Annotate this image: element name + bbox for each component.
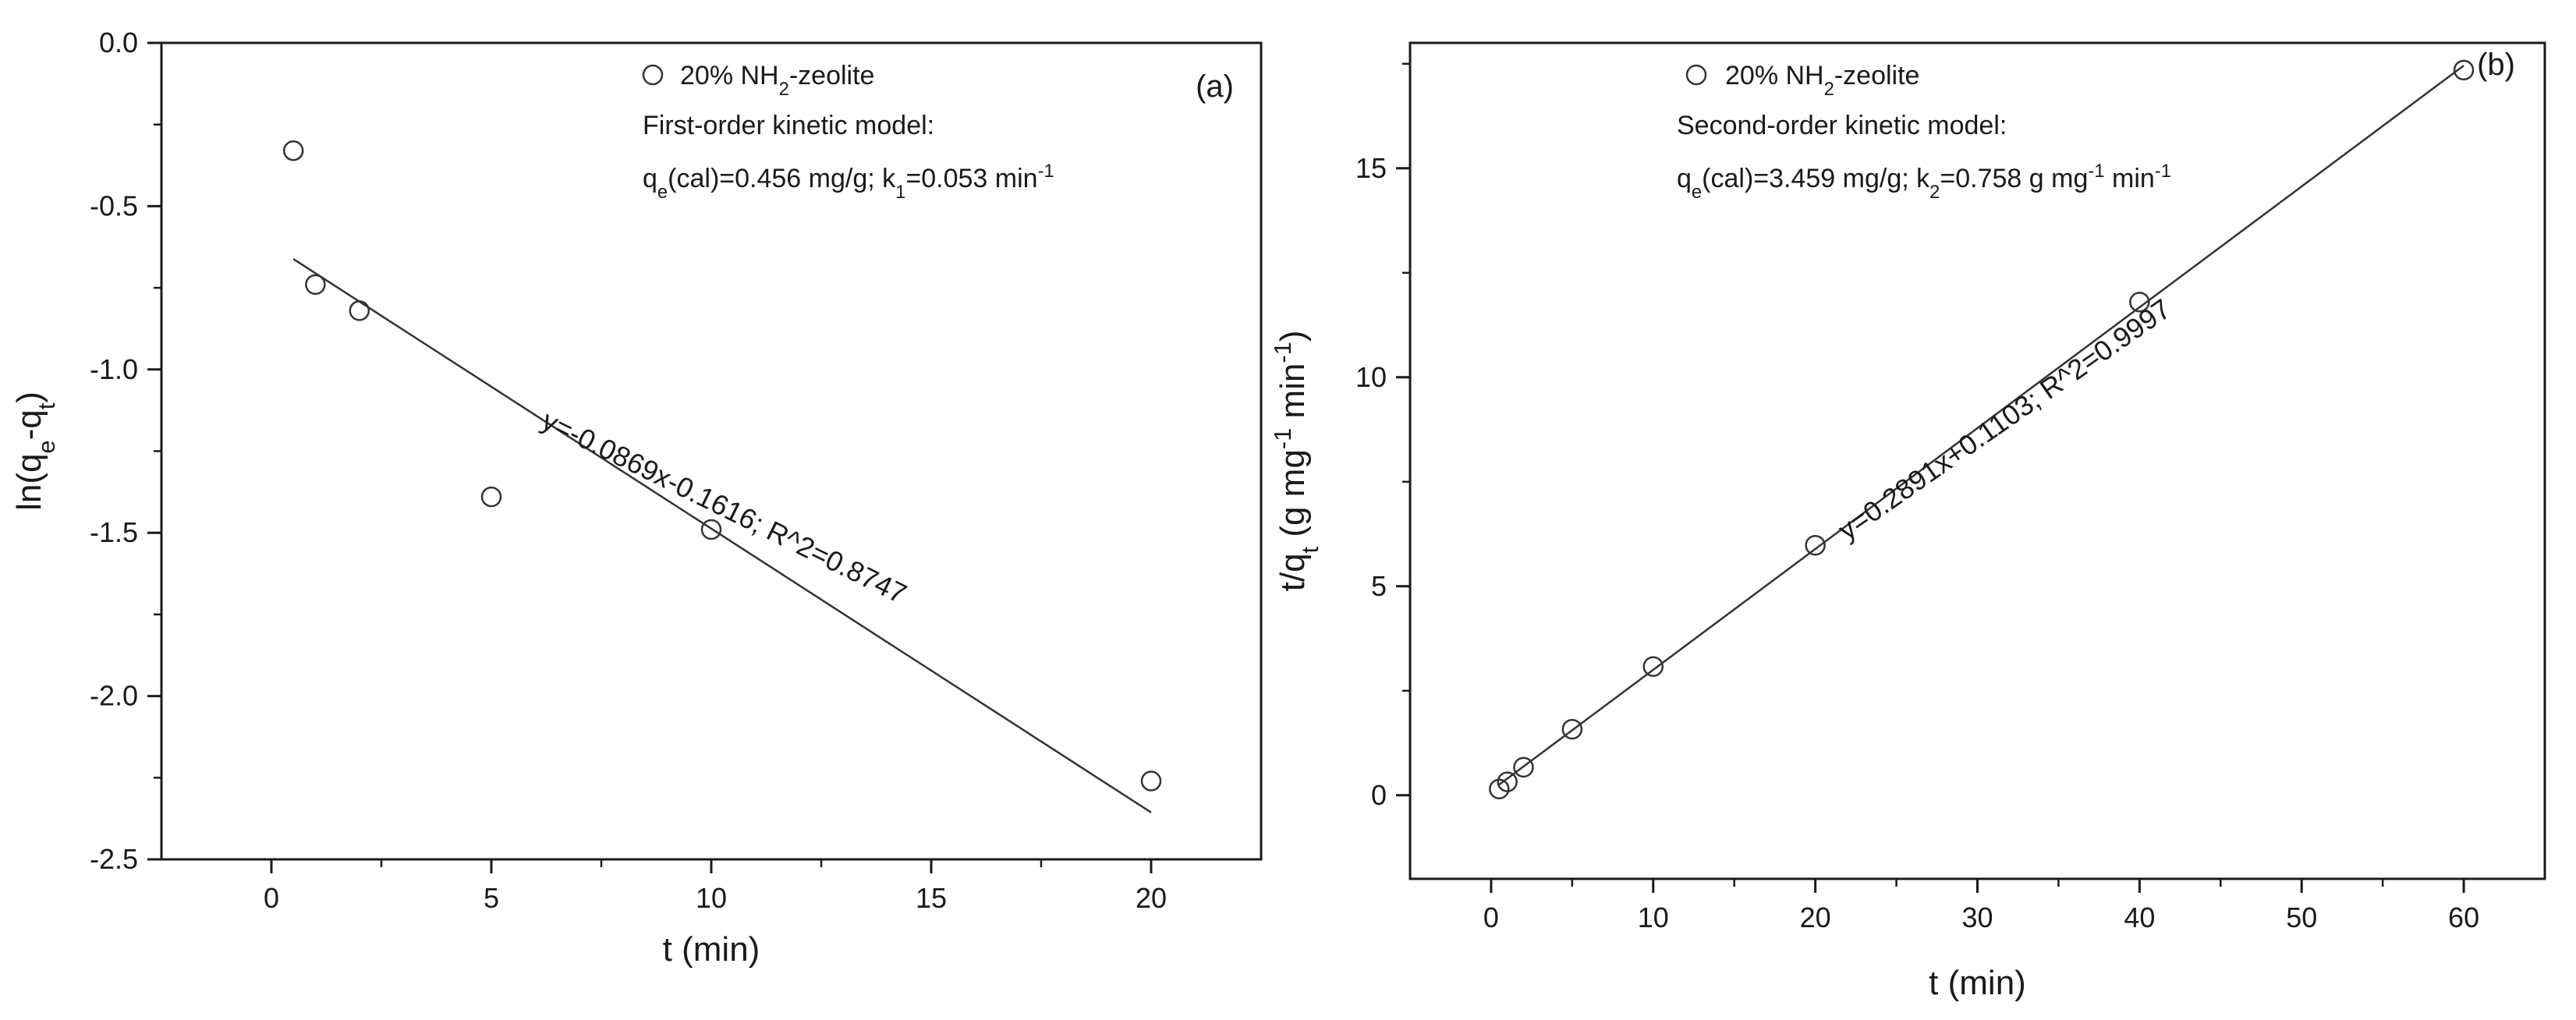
data-point bbox=[1513, 756, 1534, 778]
fit-line bbox=[292, 258, 1152, 813]
data-point bbox=[1805, 535, 1826, 556]
y-axis-label: t/qt (g mg-1 min-1) bbox=[1269, 331, 1323, 592]
y-tick-label: 0.0 bbox=[99, 27, 138, 58]
y-tick-label: -1.5 bbox=[90, 516, 138, 548]
fit-line bbox=[1498, 65, 2464, 786]
x-tick-label: 50 bbox=[2286, 901, 2317, 933]
y-tick-label: 5 bbox=[1371, 570, 1387, 602]
data-point bbox=[1140, 770, 1162, 792]
y-tick-label: 10 bbox=[1355, 361, 1387, 393]
params-annotation: qe(cal)=3.459 mg/g; k2=0.758 g mg-1 min-… bbox=[1677, 161, 2171, 203]
x-tick-label: 20 bbox=[1800, 901, 1831, 933]
legend-label: 20% NH2-zeolite bbox=[680, 61, 874, 100]
y-tick-label: -2.0 bbox=[90, 680, 138, 712]
params-annotation: qe(cal)=0.456 mg/g; k1=0.053 min-1 bbox=[643, 161, 1054, 203]
panel-label: (a) bbox=[1196, 69, 1234, 104]
x-tick-label: 20 bbox=[1136, 882, 1167, 914]
data-point bbox=[480, 486, 502, 508]
legend-marker bbox=[642, 64, 664, 86]
x-tick-label: 5 bbox=[484, 882, 499, 914]
model-annotation: Second-order kinetic model: bbox=[1677, 111, 2007, 140]
legend-label: 20% NH2-zeolite bbox=[1725, 61, 1919, 100]
data-point bbox=[2453, 59, 2475, 81]
data-point bbox=[1561, 718, 1583, 740]
x-tick-label: 60 bbox=[2448, 901, 2479, 933]
x-tick-label: 30 bbox=[1961, 901, 1993, 933]
data-point bbox=[1642, 656, 1664, 677]
legend-marker bbox=[1685, 64, 1707, 86]
panel-label: (b) bbox=[2477, 48, 2515, 82]
y-tick-label: -2.5 bbox=[90, 843, 138, 875]
x-tick-label: 0 bbox=[1483, 901, 1499, 933]
x-axis-label: t (min) bbox=[663, 930, 760, 969]
model-annotation: First-order kinetic model: bbox=[643, 111, 934, 140]
data-point bbox=[349, 300, 370, 321]
data-point bbox=[1497, 771, 1518, 792]
x-tick-label: 0 bbox=[264, 882, 279, 914]
y-tick-label: 0 bbox=[1371, 779, 1387, 811]
data-point bbox=[2129, 292, 2150, 313]
data-point bbox=[700, 519, 722, 540]
x-tick-label: 10 bbox=[1638, 901, 1669, 933]
y-tick-label: -1.0 bbox=[90, 353, 138, 385]
y-tick-label: 15 bbox=[1355, 152, 1387, 184]
x-tick-label: 10 bbox=[696, 882, 727, 914]
data-point bbox=[282, 140, 304, 161]
x-tick-label: 40 bbox=[2124, 901, 2155, 933]
data-point bbox=[305, 274, 326, 296]
x-tick-label: 15 bbox=[916, 882, 947, 914]
y-tick-label: -0.5 bbox=[90, 189, 138, 221]
y-axis-label: ln(qe-qt) bbox=[10, 391, 60, 511]
x-axis-label: t (min) bbox=[1929, 964, 2026, 1002]
